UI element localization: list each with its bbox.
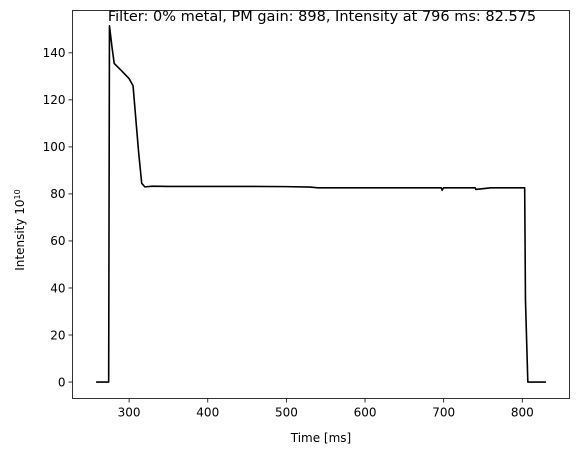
x-axis: 300 400 500 600 700 800	[118, 398, 534, 420]
y-tick-label: 40	[50, 281, 65, 295]
y-tick-label: 120	[43, 93, 66, 107]
x-tick-label: 300	[118, 406, 141, 420]
y-axis: 0 20 40 60 80 100 120 140	[43, 46, 73, 389]
y-axis-label: Intensity 1010	[13, 189, 28, 271]
y-axis-label-exponent: 10	[13, 189, 22, 199]
y-tick-label: 100	[43, 140, 66, 154]
y-axis-label-text: Intensity	[13, 219, 27, 271]
y-tick-label: 60	[50, 234, 65, 248]
y-tick-label: 140	[43, 46, 66, 60]
x-tick-label: 700	[432, 406, 455, 420]
chart-title: Filter: 0% metal, PM gain: 898, Intensit…	[108, 9, 536, 25]
plot-frame	[72, 10, 570, 399]
series-line-0	[96, 24, 546, 383]
y-tick-label: 20	[50, 328, 65, 342]
y-tick-label: 80	[50, 187, 65, 201]
x-tick-label: 500	[275, 406, 298, 420]
x-tick-label: 400	[196, 406, 219, 420]
y-tick-label: 0	[58, 375, 66, 389]
x-tick-label: 600	[354, 406, 377, 420]
x-axis-label: Time [ms]	[290, 431, 352, 445]
x-tick-label: 800	[511, 406, 534, 420]
plot-area	[96, 24, 546, 383]
